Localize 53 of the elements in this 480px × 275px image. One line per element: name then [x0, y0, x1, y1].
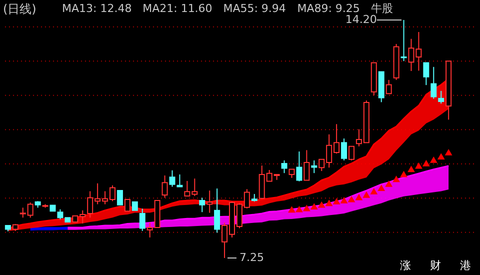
text: MA13: 12.48 [62, 2, 132, 15]
point [400, 170, 408, 178]
point [414, 162, 422, 169]
candlestick [214, 188, 220, 234]
candlestick [430, 66, 437, 100]
text: 牛股 [371, 2, 394, 15]
point [422, 160, 430, 166]
text: 涨 [400, 259, 411, 272]
candlestick [124, 198, 130, 212]
candlestick [139, 208, 146, 232]
text: MA21: 11.60 [142, 2, 212, 15]
candlestick [296, 151, 302, 182]
candlestick [116, 190, 123, 206]
text: 港 [460, 259, 471, 272]
candlestick [386, 79, 392, 94]
candlestick [304, 150, 310, 181]
point [437, 153, 445, 160]
point [370, 188, 378, 194]
point [325, 200, 333, 206]
candlestick [169, 170, 176, 188]
text: MA89: 9.25 [297, 2, 360, 15]
point [295, 206, 303, 212]
text: 财 [430, 259, 441, 272]
point [332, 198, 340, 204]
candlestick [176, 174, 183, 188]
point [310, 203, 318, 210]
point [408, 166, 415, 172]
candlestick [348, 146, 354, 161]
chart-title: (日线) [3, 2, 36, 16]
point [444, 148, 452, 156]
candlestick [199, 197, 206, 213]
point [385, 180, 393, 187]
point [362, 191, 370, 198]
candlestick [311, 160, 318, 174]
point [288, 206, 296, 213]
point [340, 196, 348, 204]
point [318, 201, 326, 208]
point [302, 204, 310, 212]
point [430, 156, 438, 163]
point [392, 176, 400, 182]
point [378, 184, 386, 192]
candlestick [162, 174, 168, 198]
candlestick [400, 20, 407, 62]
candlestick [423, 62, 430, 86]
candlestick [341, 138, 348, 161]
annotation: 14.20 [345, 13, 377, 26]
candlestick [281, 160, 288, 174]
text: MA55: 9.94 [223, 2, 286, 15]
candlestick [438, 90, 444, 104]
point [355, 194, 363, 200]
point [348, 196, 356, 202]
annotation: 7.25 [239, 251, 264, 264]
candlestick [206, 190, 213, 214]
